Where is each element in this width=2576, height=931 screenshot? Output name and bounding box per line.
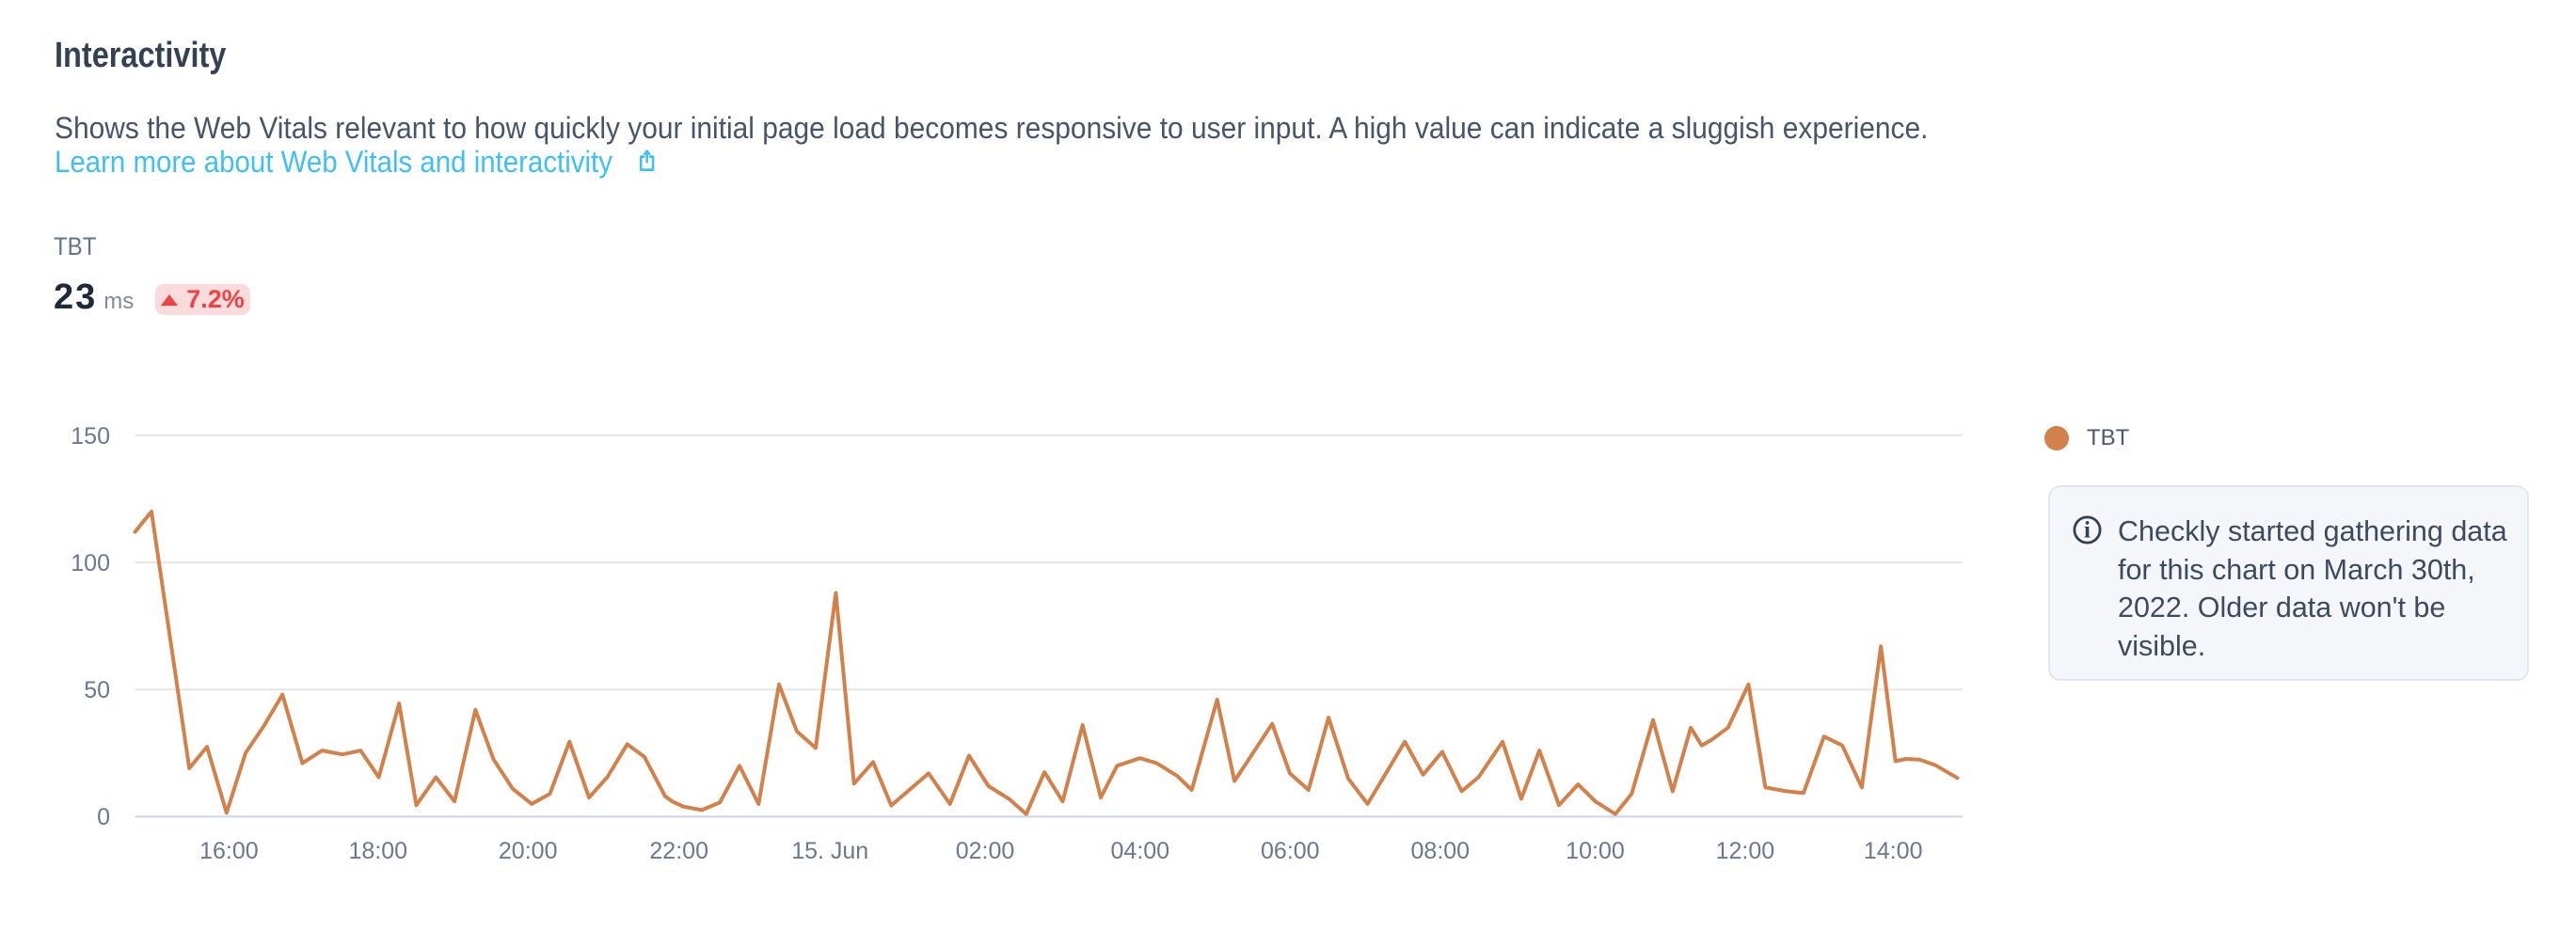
svg-text:22:00: 22:00 <box>649 838 708 864</box>
svg-text:0: 0 <box>97 804 110 830</box>
svg-text:18:00: 18:00 <box>349 838 408 864</box>
svg-text:15. Jun: 15. Jun <box>791 838 868 864</box>
svg-text:i: i <box>2084 518 2091 544</box>
svg-text:150: 150 <box>71 423 110 450</box>
svg-text:14:00: 14:00 <box>1864 838 1923 864</box>
svg-text:20:00: 20:00 <box>499 838 558 864</box>
svg-text:16:00: 16:00 <box>199 838 259 864</box>
svg-text:10:00: 10:00 <box>1566 838 1625 864</box>
svg-text:12:00: 12:00 <box>1716 838 1775 864</box>
svg-text:100: 100 <box>71 550 110 576</box>
svg-text:50: 50 <box>84 677 110 703</box>
svg-text:04:00: 04:00 <box>1111 838 1170 864</box>
svg-text:08:00: 08:00 <box>1411 838 1471 864</box>
svg-text:02:00: 02:00 <box>956 838 1015 864</box>
svg-text:06:00: 06:00 <box>1261 838 1320 864</box>
